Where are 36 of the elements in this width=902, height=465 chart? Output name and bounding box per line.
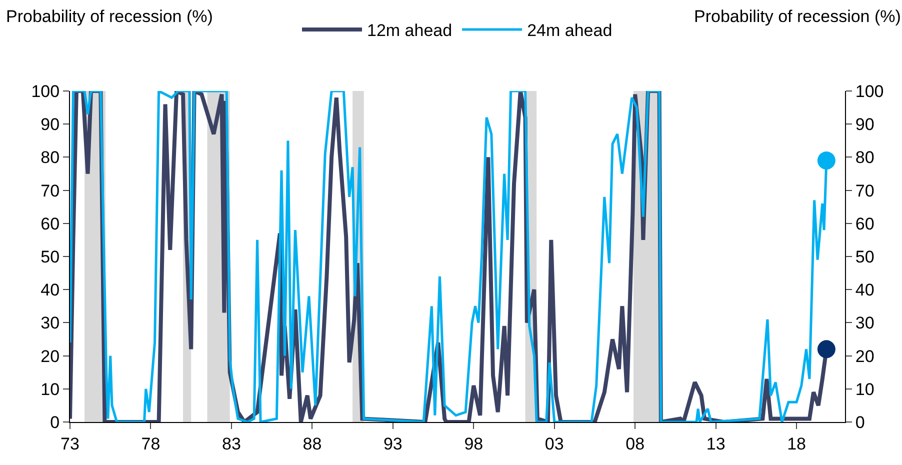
y2-tick-label: 70 bbox=[855, 181, 874, 200]
y-tick-label: 0 bbox=[50, 412, 60, 432]
y-tick-label: 60 bbox=[40, 214, 60, 234]
x-tick-label: 88 bbox=[302, 434, 322, 454]
x-tick-label: 03 bbox=[544, 434, 564, 454]
y-tick-label: 20 bbox=[40, 346, 60, 366]
legend-label: 24m ahead bbox=[527, 21, 612, 40]
y-tick-label: 40 bbox=[40, 280, 60, 300]
x-tick-label: 98 bbox=[464, 434, 484, 454]
x-tick-label: 13 bbox=[706, 434, 726, 454]
x-tick-label: 73 bbox=[60, 434, 80, 454]
x-tick-label: 18 bbox=[787, 434, 806, 454]
y2-tick-label: 10 bbox=[855, 380, 874, 399]
y2-tick-label: 40 bbox=[855, 280, 874, 300]
x-tick-label: 83 bbox=[222, 434, 241, 454]
y2-tick-label: 60 bbox=[855, 214, 874, 234]
y2-tick-label: 50 bbox=[855, 247, 874, 266]
y2-tick-label: 80 bbox=[855, 148, 874, 168]
y2-tick-label: 0 bbox=[855, 412, 865, 432]
y2-tick-label: 90 bbox=[855, 115, 874, 134]
y2-axis-title: Probability of recession (%) bbox=[694, 7, 901, 26]
y-tick-label: 90 bbox=[40, 115, 60, 134]
y2-tick-label: 30 bbox=[855, 314, 874, 333]
y-tick-label: 70 bbox=[40, 181, 60, 200]
y2-tick-label: 20 bbox=[855, 346, 874, 366]
y-tick-label: 30 bbox=[40, 314, 60, 333]
y-tick-label: 10 bbox=[40, 380, 60, 399]
y-tick-label: 50 bbox=[40, 247, 60, 266]
y-tick-label: 100 bbox=[31, 82, 60, 101]
x-tick-label: 93 bbox=[383, 434, 402, 454]
x-tick-label: 08 bbox=[626, 434, 645, 454]
x-tick-label: 78 bbox=[141, 434, 160, 454]
y2-tick-label: 100 bbox=[855, 82, 884, 101]
y-tick-label: 80 bbox=[40, 148, 60, 168]
legend-label: 12m ahead bbox=[367, 21, 452, 40]
y-axis-title: Probability of recession (%) bbox=[6, 7, 213, 26]
